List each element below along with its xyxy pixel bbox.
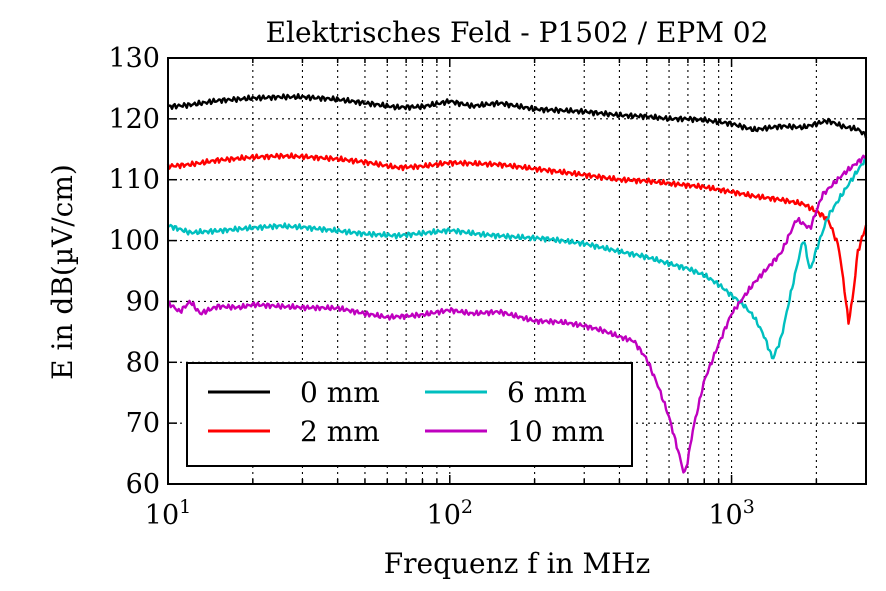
y-axis-label: E in dB(µV/cm) (46, 164, 79, 380)
x-tick-labels: 101 102 103 (145, 496, 755, 531)
series-line-0mm (167, 92, 868, 139)
y-tick-label: 100 (108, 226, 160, 257)
legend-label-6mm: 6 mm (507, 376, 587, 409)
series-line-6mm (167, 156, 867, 360)
series-line-2mm (166, 152, 868, 325)
chart-title: Elektrisches Feld - P1502 / EPM 02 (266, 16, 769, 49)
x-tick-label: 101 (145, 496, 191, 531)
series-line-10mm (167, 154, 867, 474)
y-tick-label: 130 (108, 43, 160, 74)
y-tick-label: 60 (126, 469, 160, 500)
legend-box (186, 362, 633, 467)
legend-label-2mm: 2 mm (300, 415, 380, 448)
y-tick-label: 120 (108, 104, 160, 135)
y-tick-label: 70 (126, 408, 160, 439)
plot-frame (167, 57, 867, 485)
legend-label-10mm: 10 mm (507, 415, 605, 448)
legend-label-0mm: 0 mm (300, 376, 380, 409)
x-axis-label: Frequenz f in MHz (384, 547, 651, 580)
x-tick-label: 102 (427, 496, 473, 531)
x-tick-label: 103 (708, 496, 754, 531)
y-tick-label: 80 (126, 347, 160, 378)
legend: 0 mm 2 mm 6 mm 10 mm (186, 362, 633, 467)
y-tick-label: 90 (126, 286, 160, 317)
y-tick-label: 110 (108, 165, 160, 196)
y-tick-labels: 60 70 80 90 100 110 120 130 (108, 43, 160, 500)
series-layer (166, 92, 868, 474)
